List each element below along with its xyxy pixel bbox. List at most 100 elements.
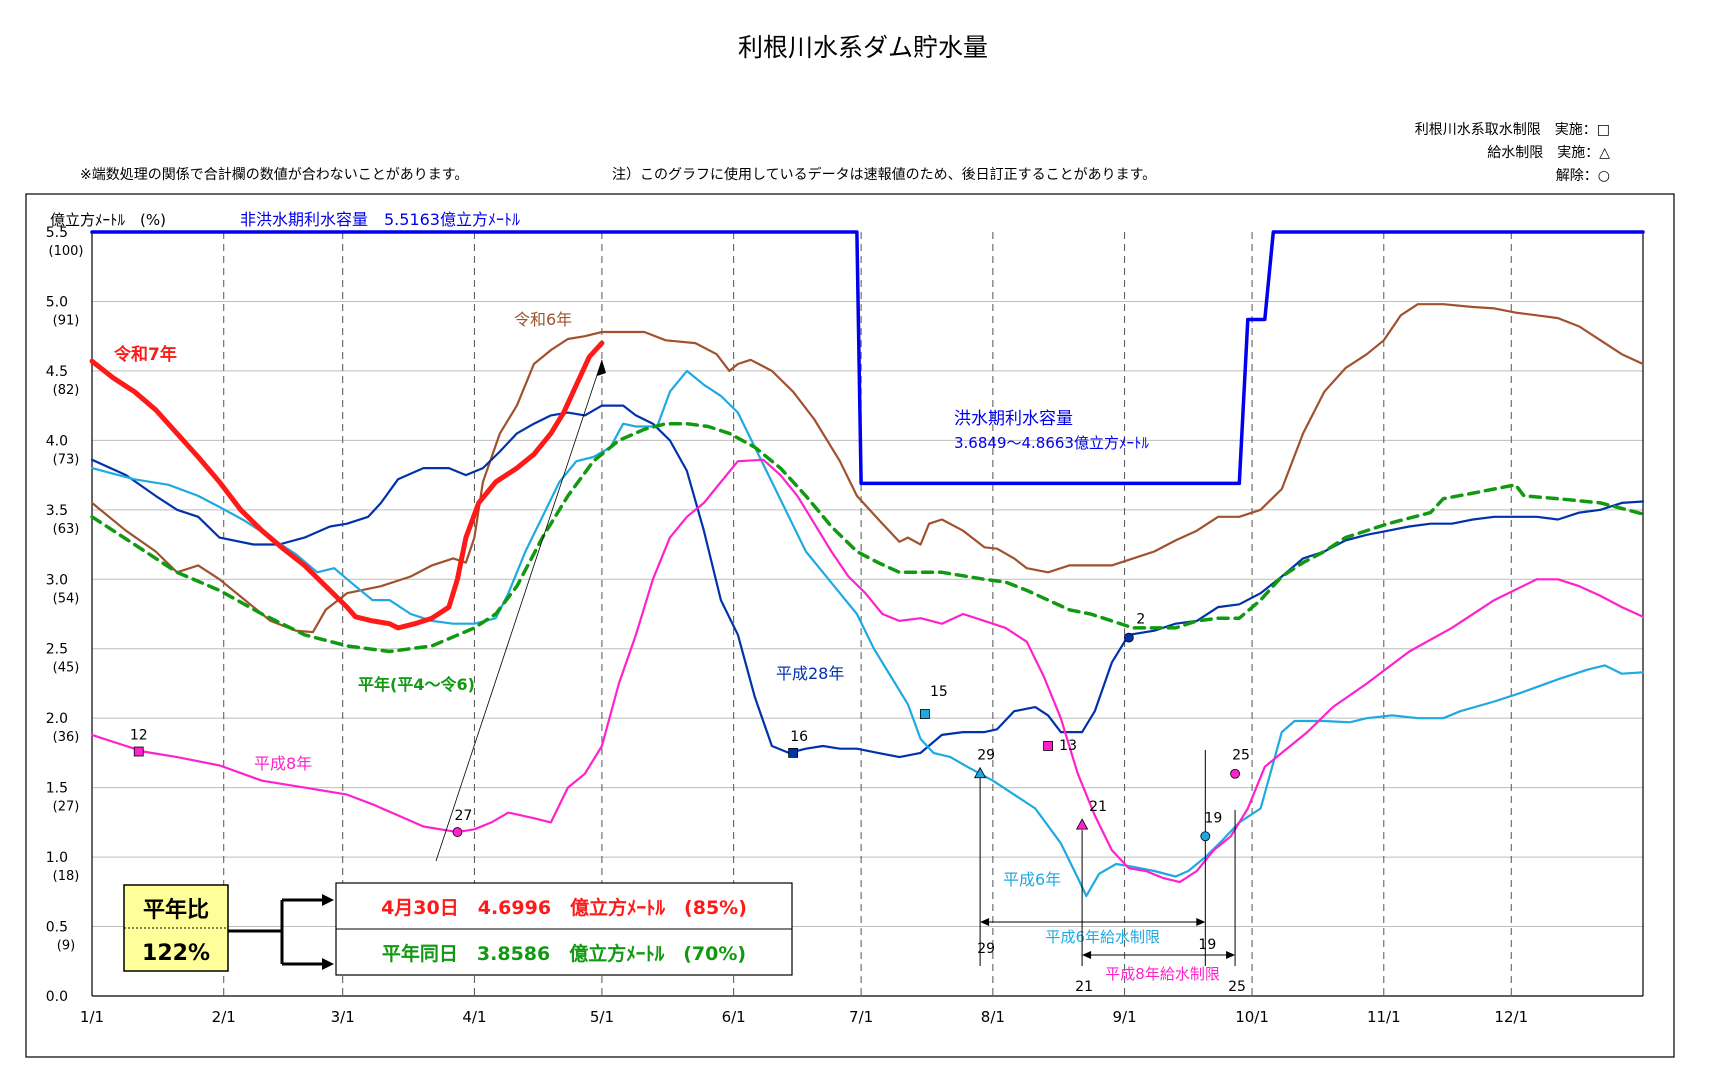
y-tick-label: 3.5 xyxy=(46,503,68,519)
x-tick-label: 5/1 xyxy=(590,1008,614,1026)
series-label-r6: 令和6年 xyxy=(514,310,572,329)
series-label-h6: 平成6年 xyxy=(1003,870,1061,889)
restriction-end-day: 25 xyxy=(1228,979,1246,995)
x-axis: 1/1 2/1 3/1 4/1 5/1 6/1 7/1 8/1 9/1 10/1 11/1 12/1 xyxy=(80,1008,1528,1026)
x-tick-label: 8/1 xyxy=(981,1008,1005,1026)
plot-grid xyxy=(91,232,1644,997)
legend-supply-restriction: 給水制限 実施：△ xyxy=(1487,145,1610,161)
y-tick-percent: (73) xyxy=(53,452,80,467)
x-tick-label: 11/1 xyxy=(1367,1008,1401,1026)
y-tick-label: 5.0 xyxy=(46,294,68,310)
y-tick-label: 2.0 xyxy=(46,711,68,727)
y-tick-percent: (100) xyxy=(49,244,84,259)
y-tick-label: 0.0 xyxy=(46,989,68,1005)
marker-label: 29 xyxy=(977,748,995,764)
y-tick-percent: (27) xyxy=(53,800,80,815)
y-unit-label: 億立方ﾒｰﾄﾙ (%) xyxy=(50,211,166,229)
y-tick-label: 2.5 xyxy=(46,642,68,658)
y-tick-percent: (36) xyxy=(53,730,80,745)
x-tick-label: 9/1 xyxy=(1113,1008,1137,1026)
x-tick-label: 12/1 xyxy=(1494,1008,1528,1026)
y-tick-percent: (9) xyxy=(57,939,75,954)
restriction-bars: 平成6年給水制限 29 19 平成8年給水制限 21 25 xyxy=(977,750,1246,995)
restriction-end-day: 19 xyxy=(1198,937,1216,953)
restriction-arrowhead-left xyxy=(1082,951,1092,959)
y-tick-percent: (54) xyxy=(53,591,80,606)
marker-circle xyxy=(1123,632,1134,643)
series-labels: 令和7年 令和6年 平成28年 平成6年 平成8年 平年(平4～令6) xyxy=(114,310,1061,889)
marker-triangle xyxy=(973,766,987,779)
y-tick-label: 0.5 xyxy=(46,920,68,936)
series-line-r7 xyxy=(89,340,605,631)
x-tick-label: 10/1 xyxy=(1235,1008,1269,1026)
flood-capacity-label: 洪水期利水容量 xyxy=(954,409,1073,429)
legend-intake-restriction: 利根川水系取水制限 実施：□ xyxy=(1415,122,1610,138)
marker-label: 19 xyxy=(1204,810,1222,826)
x-tick-label: 7/1 xyxy=(849,1008,873,1026)
restriction-start-day: 21 xyxy=(1075,979,1093,995)
x-tick-label: 1/1 xyxy=(80,1008,104,1026)
series-line-avg xyxy=(90,421,1645,654)
ratio-value: 122% xyxy=(142,941,210,966)
series-label-r7: 令和7年 xyxy=(114,344,177,365)
flood-capacity-range: 3.6849～4.8663億立方ﾒｰﾄﾙ xyxy=(954,434,1149,452)
y-tick-percent: (91) xyxy=(53,313,80,328)
marker-label: 16 xyxy=(790,729,808,745)
restriction-label: 平成8年給水制限 xyxy=(1105,965,1220,983)
marker-label: 25 xyxy=(1232,748,1250,764)
connector-bottom-head xyxy=(322,958,334,970)
marker-label: 13 xyxy=(1059,738,1077,754)
legend-release: 解除：○ xyxy=(1556,168,1610,184)
marker-label: 27 xyxy=(455,808,473,824)
restriction-arrowhead-right xyxy=(1226,951,1236,959)
series-label-h8: 平成8年 xyxy=(254,754,312,773)
restriction-arrowhead-left xyxy=(980,918,990,926)
restriction-legend: 利根川水系取水制限 実施：□ 給水制限 実施：△ 解除：○ xyxy=(1415,122,1610,184)
chart-title: 利根川水系ダム貯水量 xyxy=(738,33,988,62)
provisional-note: 注）このグラフに使用しているデータは速報値のため、後日訂正することがあります。 xyxy=(612,166,1156,183)
marker-label: 2 xyxy=(1136,612,1145,628)
restriction-start-day: 29 xyxy=(977,941,995,957)
series-line-r6 xyxy=(90,303,1645,634)
series-line-cap xyxy=(90,230,1645,486)
x-tick-label: 4/1 xyxy=(462,1008,486,1026)
marker-triangle xyxy=(1075,818,1089,830)
y-tick-label: 3.0 xyxy=(46,572,68,588)
capacity-label: 非洪水期利水容量 5.5163億立方ﾒｰﾄﾙ xyxy=(240,210,520,229)
y-tick-label: 4.5 xyxy=(46,364,68,380)
marker-circle xyxy=(1200,831,1211,842)
y-tick-label: 1.0 xyxy=(46,850,68,866)
series-label-avg: 平年(平4～令6) xyxy=(358,675,475,694)
connector-top-head xyxy=(322,894,334,906)
y-tick-percent: (82) xyxy=(53,383,80,398)
y-tick-percent: (18) xyxy=(53,869,80,884)
forecast-arrow xyxy=(435,359,603,862)
restriction-label: 平成6年給水制限 xyxy=(1045,928,1160,946)
y-axis: 5.5 (100) 5.0 (91) 4.5 (82) 4.0 (73) 3.5 (63) 3.0 (… xyxy=(46,225,84,1005)
marker-square xyxy=(1043,741,1053,751)
normal-storage: 平年同日 3.8586 億立方ﾒｰﾄﾙ (70%) xyxy=(382,942,746,965)
series-line-h28 xyxy=(90,404,1645,759)
summary-box: 平年比 122% 4月30日 4.6996 億立方ﾒｰﾄﾙ (85%) 平年同日… xyxy=(123,882,793,976)
restriction-arrowhead-right xyxy=(1196,918,1206,926)
y-tick-label: 1.5 xyxy=(46,781,68,797)
current-storage: 4月30日 4.6996 億立方ﾒｰﾄﾙ (85%) xyxy=(381,896,747,919)
series-lines xyxy=(89,230,1645,898)
marker-square xyxy=(919,709,930,719)
marker-label: 15 xyxy=(930,684,948,700)
rounding-note: ※端数処理の関係で合計欄の数値が合わないことがあります。 xyxy=(80,167,468,183)
marker-label: 12 xyxy=(130,728,148,744)
x-tick-label: 6/1 xyxy=(722,1008,746,1026)
restriction-markers: 12 27 16 15 29 13 21 2 19 25 xyxy=(130,612,1250,842)
series-label-h28: 平成28年 xyxy=(776,664,844,683)
x-tick-label: 2/1 xyxy=(212,1008,236,1026)
marker-circle xyxy=(1230,768,1240,779)
marker-square xyxy=(133,746,144,757)
series-line-h6 xyxy=(90,369,1645,898)
y-tick-label: 5.5 xyxy=(46,225,68,241)
y-tick-percent: (63) xyxy=(53,522,80,537)
ratio-title: 平年比 xyxy=(143,897,209,923)
y-tick-percent: (45) xyxy=(53,661,80,676)
forecast-arrow-head xyxy=(597,360,606,376)
